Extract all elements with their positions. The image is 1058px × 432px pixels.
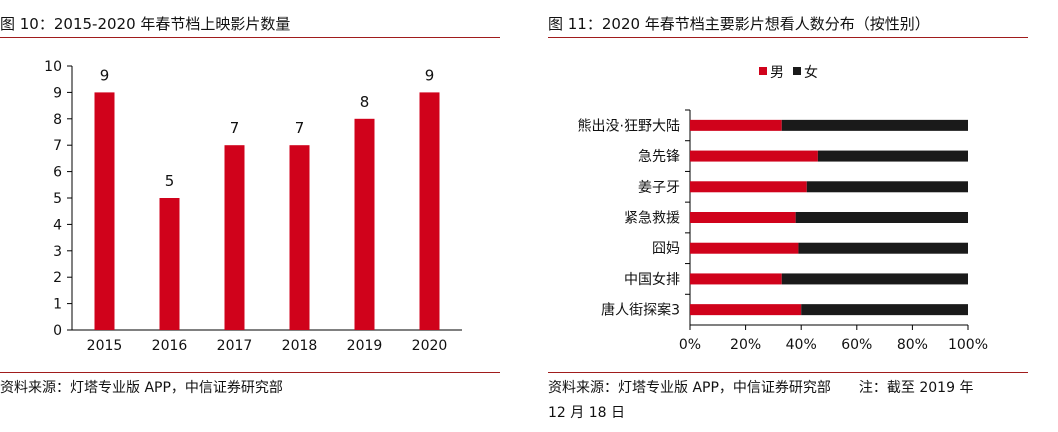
- figure-10-title: 图 10：2015-2020 年春节档上映影片数量: [0, 15, 291, 33]
- y-tick-label: 2: [53, 270, 62, 286]
- bar-男-6: [690, 304, 802, 316]
- bar-2016: [159, 198, 180, 330]
- y-tick-label: 3: [53, 244, 62, 260]
- figure-11-source-line-2: 12 月 18 日: [548, 405, 625, 421]
- x-tick-label: 80%: [897, 337, 928, 353]
- figure-11-bottom-rule: [548, 372, 1028, 373]
- figure-11: 图 11：2020 年春节档主要影片想看人数分布（按性别） 男 女 0% 20% 40%…: [548, 0, 1028, 432]
- y-category-label-1: 急先锋: [638, 149, 680, 165]
- x-tick-label-2016: 2016: [152, 338, 188, 354]
- x-tick-label: 40%: [786, 337, 817, 353]
- x-tick-label: 100%: [948, 337, 988, 353]
- bar-男-1: [690, 150, 818, 162]
- x-tick-label-2019: 2019: [347, 338, 383, 354]
- y-tick-label: 8: [53, 112, 62, 128]
- x-tick-label-2017: 2017: [217, 338, 253, 354]
- gender-distribution-bar-chart: 男 女 0% 20% 40% 60% 80% 100% 熊出没·狂野大陆急先锋姜子牙紧急救援囧妈…: [578, 64, 988, 353]
- y-category-label-6: 唐人街探案3: [601, 302, 680, 319]
- figure-10-top-rule: [0, 37, 500, 38]
- bar-男-4: [690, 242, 799, 254]
- x-tick-label-2020: 2020: [412, 338, 448, 354]
- figure-10-source: 资料来源：灯塔专业版 APP，中信证券研究部: [0, 380, 283, 396]
- y-category-label-2: 姜子牙: [638, 180, 680, 196]
- x-tick-label-2018: 2018: [282, 338, 318, 354]
- x-tick-label: 0%: [679, 337, 701, 353]
- bar-女-2: [806, 181, 968, 193]
- bar-2019: [354, 118, 375, 330]
- bar-男-5: [690, 273, 782, 285]
- figure-11-top-rule: [548, 37, 1028, 38]
- figure-11-title: 图 11：2020 年春节档主要影片想看人数分布（按性别）: [548, 15, 930, 33]
- y-tick-label: 0: [53, 323, 62, 339]
- data-label-2020: 9: [425, 66, 435, 84]
- data-label-2015: 9: [100, 66, 110, 84]
- y-tick-label: 10: [44, 59, 62, 75]
- bar-女-1: [817, 150, 968, 162]
- bar-女-0: [781, 119, 968, 131]
- bar-2020: [419, 92, 440, 331]
- bar-2015: [94, 92, 115, 331]
- y-tick-label: 9: [53, 85, 62, 101]
- bar-女-5: [781, 273, 968, 285]
- y-tick-label: 7: [53, 138, 62, 154]
- y-tick-label: 5: [53, 191, 62, 207]
- y-tick-label: 6: [53, 165, 62, 181]
- bar-男-2: [690, 181, 807, 193]
- figure-11-source-line-1: 资料来源：灯塔专业版 APP，中信证券研究部 注：截至 2019 年: [548, 380, 974, 396]
- y-category-label-4: 囧妈: [652, 241, 680, 257]
- bar-男-0: [690, 119, 782, 131]
- legend-label-1: 女: [804, 64, 818, 81]
- release-count-bar-chart: 0 1 2 3 4 5 6 7 8 9 10 9 2015 5 2016 7 2017 7 2018 8 2019 9 20…: [44, 59, 462, 354]
- bar-女-3: [795, 212, 968, 223]
- y-category-label-5: 中国女排: [624, 271, 680, 288]
- figure-10: 图 10：2015-2020 年春节档上映影片数量 0 1 2 3 4 5 6 7 8 9 10 9 2…: [0, 0, 500, 432]
- legend-label-0: 男: [770, 65, 784, 81]
- bar-男-3: [690, 212, 796, 223]
- x-tick-label: 60%: [841, 337, 872, 353]
- x-tick-label-2015: 2015: [87, 338, 123, 354]
- bar-女-6: [801, 304, 968, 316]
- data-label-2017: 7: [230, 119, 240, 137]
- data-label-2016: 5: [165, 172, 175, 190]
- data-label-2018: 7: [295, 119, 305, 137]
- data-label-2019: 8: [360, 93, 370, 111]
- bar-2017: [224, 145, 245, 330]
- legend-swatch-1: [793, 67, 801, 75]
- y-category-label-0: 熊出没·狂野大陆: [578, 118, 680, 134]
- y-tick-label: 4: [53, 217, 62, 233]
- y-category-label-3: 紧急救援: [624, 211, 680, 227]
- y-tick-label: 1: [53, 297, 62, 313]
- bar-2018: [289, 145, 310, 330]
- bar-女-4: [798, 242, 968, 254]
- figure-10-bottom-rule: [0, 372, 500, 373]
- legend-swatch-0: [759, 67, 767, 75]
- x-tick-label: 20%: [730, 337, 761, 353]
